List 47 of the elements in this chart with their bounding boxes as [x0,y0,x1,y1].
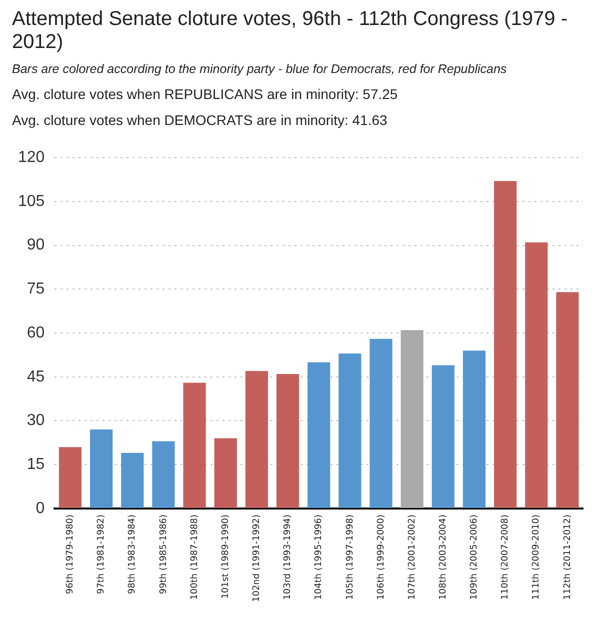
bar [121,452,144,508]
bar [556,292,579,508]
bar [432,365,454,508]
x-tick-label: 108th (2003-2004) [438,514,448,600]
bar [525,242,548,508]
x-tick-label: 98th (1983-1984) [128,514,138,594]
text: Avg. cloture votes when DEMOCRATS are in minority: 41.63 [12,112,388,128]
x-tick-label: 105th (1997-1998) [345,514,356,600]
x-tick-label: 100th (1987-1988) [190,514,200,600]
text: Avg. cloture votes when REPUBLICANS are in minority: 57.25 [12,86,399,102]
x-tick-label: 97th (1981-1982) [96,514,107,594]
bar [276,374,300,508]
y-tick-label: 75 [26,280,45,298]
x-tick-label: 102nd (1991-1992) [252,514,262,602]
x-tick-label: 111th (2009-2010) [532,514,542,600]
x-tick-label: 106th (1999-2000) [376,514,386,600]
bar [338,354,362,508]
y-tick-label: 30 [26,412,45,430]
y-tick-label: 0 [36,500,45,517]
y-tick-label: 15 [26,456,45,474]
y-tick-label: 90 [26,236,45,254]
bar [494,180,517,508]
y-tick-label: 60 [26,324,45,342]
x-tick-label: 107th (2001-2002) [407,514,418,600]
y-tick-label: 120 [18,149,45,166]
x-tick-label: 104th (1995-1996) [314,514,324,600]
x-tick-label: 110th (2007-2008) [500,514,511,600]
x-tick-label: 101st (1989-1990) [220,514,231,599]
x-tick-label: 109th (2005-2006) [470,514,480,600]
bar [370,338,392,508]
x-tick-label: 103rd (1993-1994) [283,514,294,600]
bar [90,430,113,508]
x-tick-label: 96th (1979-1980) [66,514,76,594]
bar [462,350,486,508]
y-tick-label: 45 [26,368,45,386]
chart-subtitle: Bars are colored according to the minority party - blue for Democrats, red for Republicans [12,62,508,76]
x-tick-label: 99th (1985-1986) [158,514,169,594]
bar [308,362,330,508]
bar [214,438,237,508]
bar [400,330,424,508]
bar [245,371,268,508]
chart-title: Attempted Senate cloture votes, 96th - 112th Congress (1979 - 2012) [12,8,569,54]
bar [58,447,82,508]
x-tick-label: 112th (2011-2012) [562,514,573,600]
bar [183,382,206,508]
y-tick-label: 105 [18,192,45,210]
bar [152,441,175,508]
